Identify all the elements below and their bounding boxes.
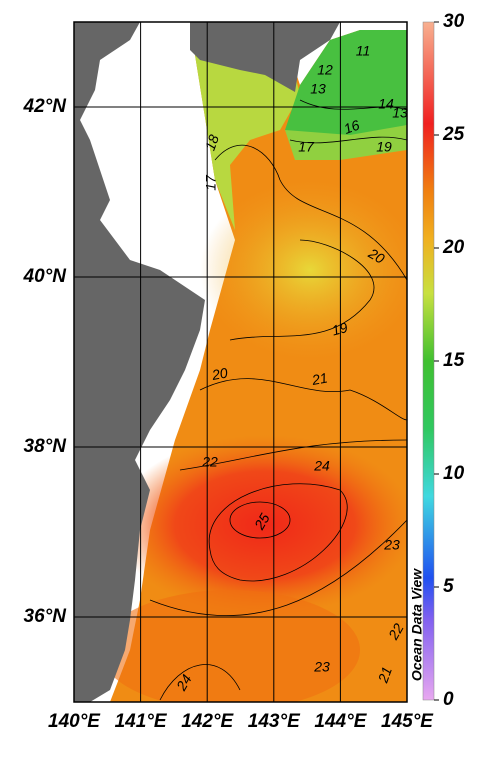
contour-label: 12 <box>317 62 333 78</box>
contour-label: 22 <box>201 454 218 470</box>
contour-line <box>289 136 407 144</box>
colorbar-label: 15 <box>443 350 465 371</box>
light-green-zone <box>285 125 407 160</box>
lat-label: 42°N <box>23 96 68 117</box>
contour-label: 19 <box>330 319 349 339</box>
watermark: Ocean Data View <box>409 568 425 681</box>
contour-line <box>299 99 407 111</box>
colorbar-label: 0 <box>443 689 454 710</box>
contours <box>149 99 407 701</box>
contour-label: 21 <box>374 665 395 686</box>
contour-line <box>159 664 241 701</box>
contour-line <box>214 144 407 281</box>
contour-label: 13 <box>392 105 408 121</box>
green-zone <box>285 30 407 150</box>
land-honshu <box>74 22 205 702</box>
contour-line <box>199 378 407 421</box>
contour-label: 11 <box>356 43 371 59</box>
lon-label: 140°E <box>48 711 101 732</box>
map-field <box>74 22 407 702</box>
contour-label: 24 <box>173 671 195 694</box>
contour-label: 17 <box>298 139 315 155</box>
contour-label: 23 <box>383 537 400 553</box>
contour-label: 22 <box>385 620 407 643</box>
warm-south <box>100 590 360 702</box>
contour-label: 16 <box>342 117 362 137</box>
lon-label: 144°E <box>314 711 367 732</box>
contour-label: 19 <box>376 139 392 155</box>
contour-label: 21 <box>310 369 329 388</box>
contour-label: 20 <box>210 364 229 383</box>
lat-label: 38°N <box>24 436 68 457</box>
contour-line <box>229 501 291 539</box>
colorbar-label: 5 <box>443 576 454 597</box>
lat-label: 40°N <box>23 266 68 287</box>
colorbar-label: 20 <box>442 237 465 258</box>
contour-label: 18 <box>202 132 222 152</box>
contour-line <box>179 439 407 471</box>
lon-label: 145°E <box>381 711 434 732</box>
lon-label: 141°E <box>115 711 168 732</box>
contour-label: 14 <box>378 96 394 112</box>
contour-label: 24 <box>313 458 330 474</box>
contour-line <box>149 519 407 617</box>
contour-line <box>208 483 348 582</box>
contour-label: 17 <box>203 174 219 191</box>
colorbar-label: 30 <box>443 11 465 32</box>
lat-label: 36°N <box>24 606 68 627</box>
lon-label: 142°E <box>181 711 234 732</box>
contour-label: 25 <box>251 510 273 533</box>
contour-label: 20 <box>365 245 388 267</box>
land-hokkaido <box>190 22 340 92</box>
warm-core <box>115 435 407 615</box>
colorbar-label: 10 <box>443 463 465 484</box>
contour-label: 23 <box>313 659 330 675</box>
colorbar-label: 25 <box>442 124 465 145</box>
contour-label: 13 <box>310 81 326 97</box>
lon-label: 143°E <box>248 711 301 732</box>
